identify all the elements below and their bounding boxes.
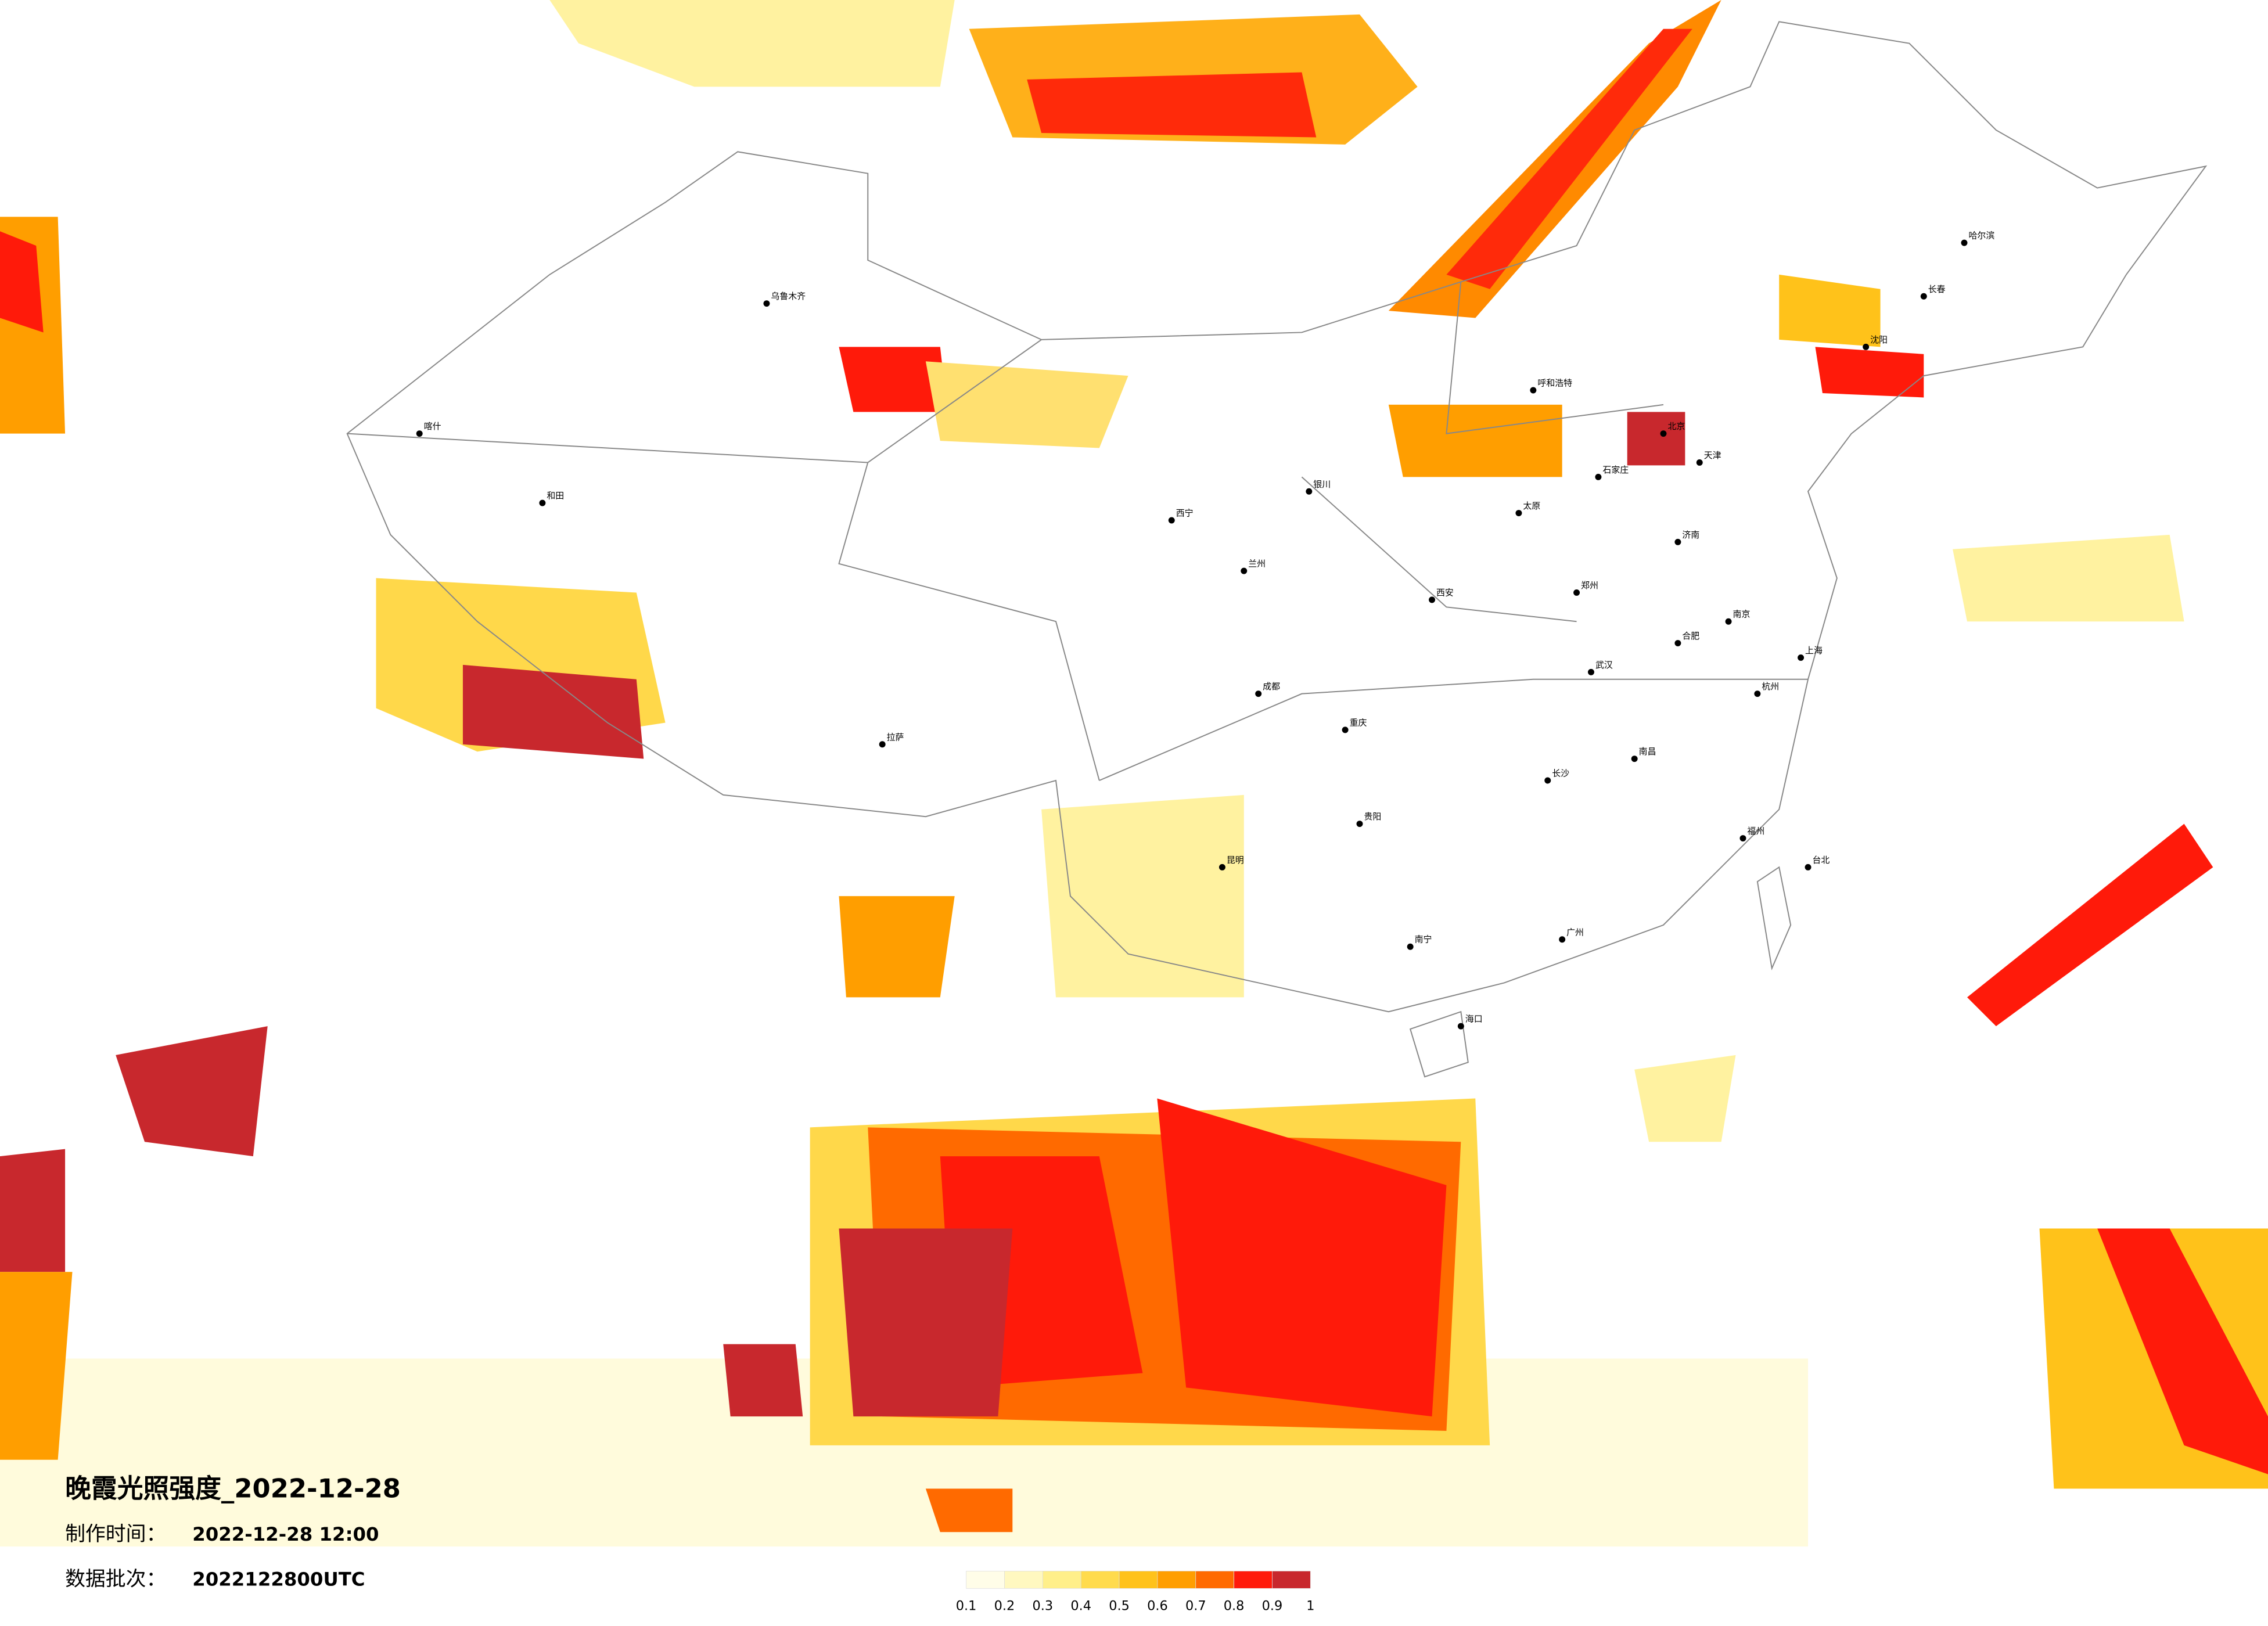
city-dot	[1573, 589, 1580, 596]
legend-swatch	[1042, 1571, 1081, 1589]
city-dot	[1219, 864, 1225, 870]
city-label: 昆明	[1227, 855, 1244, 865]
legend-swatch	[1004, 1571, 1043, 1589]
city-label: 北京	[1667, 421, 1685, 431]
legend-tick-label: 0.6	[1147, 1599, 1168, 1614]
city-dot	[1725, 618, 1732, 625]
legend-swatch	[966, 1571, 1005, 1589]
city-dot	[1798, 654, 1805, 661]
city-label: 贵阳	[1364, 811, 1381, 822]
city-dot	[1306, 488, 1313, 495]
city-label: 合肥	[1682, 631, 1699, 641]
city-label: 呼和浩特	[1537, 378, 1572, 388]
batch-value: 2022122800UTC	[192, 1568, 365, 1590]
city-dot	[1255, 690, 1262, 697]
city-label: 成都	[1263, 681, 1280, 692]
city-dot	[539, 499, 546, 506]
city-dot	[1530, 387, 1537, 394]
city-label: 兰州	[1248, 559, 1266, 569]
batch-label: 数据批次：	[65, 1567, 166, 1591]
heat-layer	[0, 0, 2268, 1547]
city-label: 郑州	[1581, 580, 1598, 591]
legend-swatch	[1272, 1571, 1311, 1589]
city-dot	[1660, 430, 1667, 437]
city-dot	[879, 741, 886, 748]
boundaries	[346, 21, 2208, 1078]
city-label: 太原	[1523, 501, 1540, 511]
city-label: 广州	[1566, 927, 1584, 937]
legend-tick-label: 0.2	[994, 1599, 1015, 1614]
legend-tick-label: 0.3	[1033, 1599, 1054, 1614]
city-label: 福州	[1747, 826, 1764, 836]
legend: 0.1 0.2 0.3 0.4 0.5 0.6 0.7 0.8 0.9 1	[956, 1571, 1314, 1614]
city-label: 乌鲁木齐	[771, 291, 806, 301]
city-label: 石家庄	[1602, 465, 1629, 475]
city-dot	[1674, 640, 1681, 647]
city-dot	[1587, 668, 1594, 675]
city-dot	[1168, 517, 1175, 524]
city-dot	[1961, 239, 1968, 246]
legend-swatch	[1119, 1571, 1158, 1589]
city-label: 海口	[1465, 1014, 1483, 1024]
city-dot	[1920, 293, 1927, 300]
city-dot	[1739, 835, 1746, 842]
legend-swatch	[1195, 1571, 1234, 1589]
city-label: 西安	[1436, 587, 1454, 598]
city-label: 天津	[1704, 450, 1721, 461]
legend-tick-label: 0.4	[1070, 1599, 1091, 1614]
map-title: 晚霞光照强度_2022-12-28	[65, 1473, 401, 1504]
legend-tick-label: 0.9	[1262, 1599, 1283, 1614]
city-dot	[1515, 510, 1522, 517]
legend-swatch	[1234, 1571, 1273, 1589]
city-label: 银川	[1313, 479, 1331, 490]
legend-tick-label: 0.5	[1109, 1599, 1130, 1614]
legend-swatch	[1157, 1571, 1196, 1589]
city-label: 济南	[1682, 530, 1699, 540]
legend-tick-label: 0.8	[1224, 1599, 1245, 1614]
city-dot	[1674, 538, 1681, 545]
city-label: 重庆	[1350, 717, 1367, 728]
city-label: 长沙	[1552, 768, 1569, 779]
city-label: 南宁	[1415, 934, 1432, 945]
city-label: 南京	[1733, 609, 1751, 620]
city-label: 武汉	[1595, 660, 1613, 670]
city-label: 台北	[1813, 855, 1830, 865]
city-label: 西宁	[1176, 508, 1194, 519]
city-label: 杭州	[1762, 681, 1779, 692]
city-dot	[1544, 777, 1551, 784]
made-label: 制作时间：	[65, 1523, 166, 1546]
legend-tick-label: 0.7	[1185, 1599, 1206, 1614]
city-dot	[1407, 943, 1414, 950]
city-dot	[1754, 690, 1761, 697]
city-label: 哈尔滨	[1968, 231, 1994, 241]
city-dot	[1429, 596, 1436, 603]
city-dot	[1696, 459, 1703, 466]
city-dot	[1342, 726, 1349, 733]
city-dot	[1631, 756, 1638, 762]
city-label: 上海	[1805, 645, 1823, 656]
city-dot	[1595, 473, 1602, 480]
city-label: 拉萨	[887, 732, 904, 742]
city-label: 长春	[1928, 284, 1946, 294]
made-value: 2022-12-28 12:00	[192, 1523, 379, 1545]
city-label: 喀什	[424, 421, 441, 431]
city-dot	[416, 430, 423, 437]
legend-tick-label: 1	[1306, 1599, 1314, 1614]
city-dot	[1356, 821, 1363, 828]
city-dot	[1863, 343, 1870, 350]
city-dot	[1457, 1023, 1464, 1030]
city-dot	[1241, 567, 1248, 574]
city-label: 和田	[547, 491, 564, 501]
city-dot	[763, 300, 770, 307]
legend-swatch	[1080, 1571, 1120, 1589]
legend-tick-label: 0.1	[956, 1599, 977, 1614]
city-label: 沈阳	[1870, 334, 1888, 345]
city-dot	[1805, 864, 1811, 870]
city-dot	[1559, 936, 1566, 943]
city-label: 南昌	[1639, 746, 1656, 757]
